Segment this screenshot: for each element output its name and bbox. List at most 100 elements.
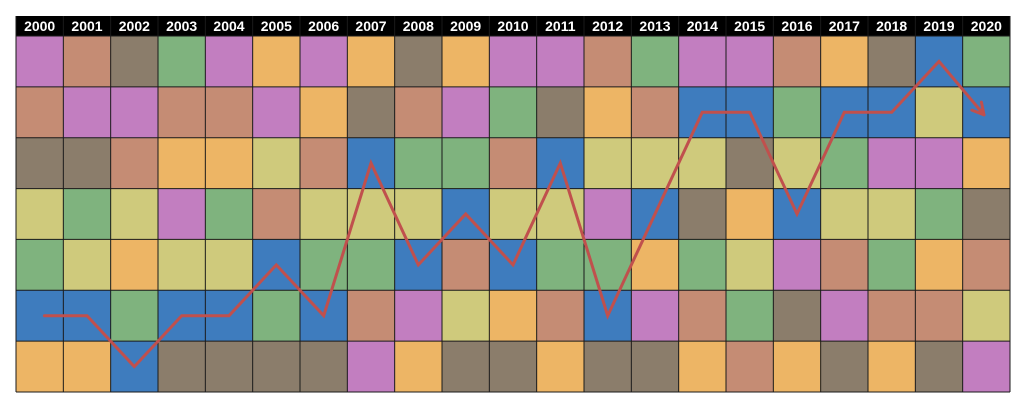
cell-2001-row-7: [63, 341, 111, 392]
cell-2017-row-6: [820, 290, 868, 342]
cell-2002-row-2: [110, 86, 158, 138]
cell-2018-row-6: [868, 290, 916, 342]
cell-2012-row-3: [584, 137, 632, 189]
cell-2020-row-1: [962, 36, 1010, 87]
cell-2019-row-7: [915, 341, 963, 392]
year-label-2002: 2002: [119, 18, 150, 34]
cell-2009-row-6: [442, 290, 490, 342]
year-label-2012: 2012: [592, 18, 623, 34]
cell-2003-row-5: [158, 239, 206, 291]
cell-2013-row-2: [631, 86, 679, 138]
cell-2003-row-2: [158, 86, 206, 138]
cell-2004-row-3: [205, 137, 253, 189]
cell-2008-row-6: [394, 290, 442, 342]
cell-2014-row-1: [678, 36, 726, 87]
cell-2016-row-5: [773, 239, 821, 291]
cell-2004-row-5: [205, 239, 253, 291]
cell-2015-row-7: [726, 341, 774, 392]
cell-2008-row-7: [394, 341, 442, 392]
cell-2000-row-5: [16, 239, 64, 291]
cell-2015-row-6: [726, 290, 774, 342]
cell-2011-row-6: [536, 290, 584, 342]
cell-2005-row-6: [252, 290, 300, 342]
cell-2010-row-3: [489, 137, 537, 189]
cell-2002-row-6: [110, 290, 158, 342]
cell-2002-row-5: [110, 239, 158, 291]
cell-2011-row-7: [536, 341, 584, 392]
cell-2019-row-4: [915, 188, 963, 240]
cell-2000-row-7: [16, 341, 64, 392]
cell-2014-row-5: [678, 239, 726, 291]
cell-2006-row-7: [300, 341, 348, 392]
cell-2000-row-1: [16, 36, 64, 87]
cell-2004-row-7: [205, 341, 253, 392]
cell-2007-row-1: [347, 36, 395, 87]
year-label-2011: 2011: [545, 18, 576, 34]
year-header: 2000 2001 2002 2003 2004 2005 2006 2007 2008 2009…: [24, 18, 1002, 34]
cell-2017-row-1: [820, 36, 868, 87]
cell-2019-row-5: [915, 239, 963, 291]
year-label-2009: 2009: [450, 18, 481, 34]
cell-2013-row-6: [631, 290, 679, 342]
cell-2000-row-2: [16, 86, 64, 138]
year-label-2016: 2016: [781, 18, 812, 34]
cell-2001-row-1: [63, 36, 111, 87]
cell-2008-row-1: [394, 36, 442, 87]
year-label-2008: 2008: [403, 18, 434, 34]
cell-2011-row-5: [536, 239, 584, 291]
year-label-2014: 2014: [687, 18, 718, 34]
cell-2010-row-2: [489, 86, 537, 138]
year-label-2006: 2006: [308, 18, 339, 34]
cell-2003-row-7: [158, 341, 206, 392]
cell-2009-row-3: [442, 137, 490, 189]
cell-2007-row-6: [347, 290, 395, 342]
year-label-2005: 2005: [261, 18, 292, 34]
cell-2010-row-7: [489, 341, 537, 392]
cell-2016-row-7: [773, 341, 821, 392]
cell-2001-row-2: [63, 86, 111, 138]
cell-2003-row-4: [158, 188, 206, 240]
year-label-2003: 2003: [166, 18, 197, 34]
cell-2005-row-1: [252, 36, 300, 87]
cell-2020-row-2: [962, 86, 1010, 138]
cell-2012-row-1: [584, 36, 632, 87]
cell-2001-row-3: [63, 137, 111, 189]
cell-2013-row-7: [631, 341, 679, 392]
trend-arrowhead: [970, 100, 986, 117]
cell-2019-row-6: [915, 290, 963, 342]
cell-2004-row-2: [205, 86, 253, 138]
cell-2003-row-1: [158, 36, 206, 87]
cell-2001-row-5: [63, 239, 111, 291]
year-label-2013: 2013: [639, 18, 670, 34]
cell-2018-row-5: [868, 239, 916, 291]
cell-2005-row-4: [252, 188, 300, 240]
cell-2019-row-3: [915, 137, 963, 189]
cell-2016-row-6: [773, 290, 821, 342]
cell-2015-row-5: [726, 239, 774, 291]
cell-2009-row-2: [442, 86, 490, 138]
cell-2004-row-4: [205, 188, 253, 240]
cell-2002-row-4: [110, 188, 158, 240]
cell-2018-row-3: [868, 137, 916, 189]
year-label-2004: 2004: [213, 18, 244, 34]
cell-2010-row-6: [489, 290, 537, 342]
year-label-2015: 2015: [734, 18, 765, 34]
header-band: [16, 16, 1010, 36]
cell-2012-row-7: [584, 341, 632, 392]
year-label-2019: 2019: [923, 18, 954, 34]
year-label-2007: 2007: [355, 18, 386, 34]
cell-2015-row-4: [726, 188, 774, 240]
cell-2006-row-2: [300, 86, 348, 138]
cell-2016-row-1: [773, 36, 821, 87]
year-label-2018: 2018: [876, 18, 907, 34]
cell-2017-row-7: [820, 341, 868, 392]
year-label-2001: 2001: [71, 18, 102, 34]
cell-2007-row-5: [347, 239, 395, 291]
cell-2009-row-7: [442, 341, 490, 392]
cell-grid: [16, 36, 1010, 392]
cell-2002-row-3: [110, 137, 158, 189]
cell-2004-row-1: [205, 36, 253, 87]
cell-2000-row-3: [16, 137, 64, 189]
cell-2020-row-6: [962, 290, 1010, 342]
